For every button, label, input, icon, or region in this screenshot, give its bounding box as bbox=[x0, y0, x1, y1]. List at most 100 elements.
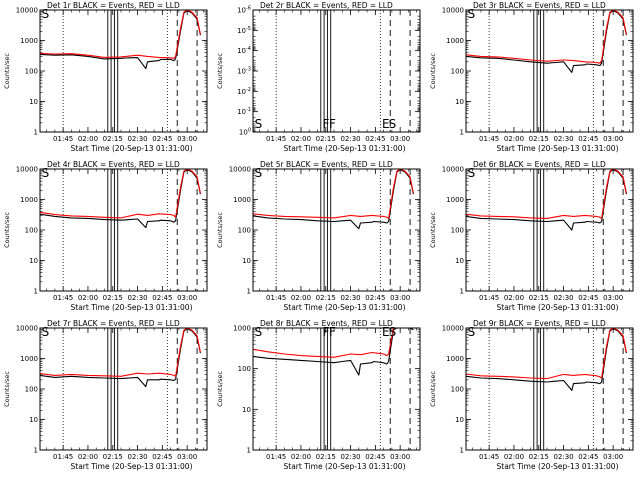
series-line-events bbox=[39, 169, 201, 229]
flag-letter: S bbox=[255, 166, 263, 180]
x-tick-label: 02:45 bbox=[578, 453, 598, 461]
x-tick-label: 02:30 bbox=[340, 135, 360, 143]
x-tick-label: 01:45 bbox=[479, 294, 499, 302]
y-tick-label: 100 bbox=[239, 128, 251, 137]
x-tick-label: 02:30 bbox=[553, 135, 573, 143]
y-tick-label: 10 bbox=[455, 257, 464, 265]
y-tick-label: 1 bbox=[247, 447, 251, 455]
y-axis-label: Counts/sec bbox=[216, 371, 224, 407]
x-tick-label: 01:45 bbox=[266, 453, 286, 461]
x-tick-label: 02:00 bbox=[291, 453, 311, 461]
y-tick-label: 1 bbox=[34, 288, 38, 296]
y-tick-label: 10 bbox=[455, 416, 464, 424]
y-tick-label: 100 bbox=[451, 386, 464, 394]
panel-title: Det 5r BLACK = Events, RED = LLD bbox=[260, 160, 393, 169]
plot-frame bbox=[39, 327, 208, 451]
flag-letter: S bbox=[468, 166, 476, 180]
plot-frame bbox=[39, 168, 208, 292]
x-tick-label: 02:45 bbox=[152, 453, 172, 461]
x-tick-label: 02:15 bbox=[316, 135, 336, 143]
chart-panel-2: Det 2r BLACK = Events, RED = LLD Counts/s… bbox=[216, 1, 421, 153]
y-tick-label: 1000 bbox=[20, 355, 38, 363]
y-tick-label: 10 bbox=[29, 257, 38, 265]
x-axis-label: Start Time (20-Sep-13 01:31:00) bbox=[284, 462, 406, 471]
x-tick-label: 02:15 bbox=[529, 294, 549, 302]
plot-frame bbox=[465, 327, 634, 451]
flag-letter: S bbox=[255, 325, 263, 339]
y-tick-label: 1 bbox=[34, 447, 38, 455]
panel-title: Det 1r BLACK = Events, RED = LLD bbox=[47, 1, 180, 10]
x-tick-label: 02:45 bbox=[365, 135, 385, 143]
y-tick-label: 1000 bbox=[20, 196, 38, 204]
y-tick-label: 100 bbox=[238, 365, 251, 373]
y-tick-label: 100 bbox=[25, 68, 38, 76]
y-axis-label: Counts/sec bbox=[429, 53, 437, 89]
x-axis-label: Start Time (20-Sep-13 01:31:00) bbox=[284, 303, 406, 312]
x-tick-label: 02:45 bbox=[578, 294, 598, 302]
flag-letter: F bbox=[322, 117, 329, 131]
y-tick-label: 10 bbox=[29, 98, 38, 106]
series-line-events bbox=[465, 10, 627, 73]
flag-letter: S bbox=[42, 7, 50, 21]
y-tick-label: 1000 bbox=[233, 196, 251, 204]
x-tick-label: 02:15 bbox=[316, 453, 336, 461]
x-tick-label: 02:15 bbox=[103, 453, 123, 461]
y-tick-label: 10-3 bbox=[237, 67, 251, 76]
x-tick-label: 02:30 bbox=[340, 453, 360, 461]
x-tick-label: 02:00 bbox=[78, 135, 98, 143]
chart-panel-3: Det 3r BLACK = Events, RED = LLD Counts/s… bbox=[429, 1, 634, 153]
x-tick-label: 02:45 bbox=[152, 294, 172, 302]
panel-title: Det 6r BLACK = Events, RED = LLD bbox=[473, 160, 606, 169]
x-tick-label: 02:30 bbox=[553, 294, 573, 302]
plot-frame bbox=[252, 9, 421, 133]
x-axis-label: Start Time (20-Sep-13 01:31:00) bbox=[497, 144, 619, 153]
x-tick-label: 02:15 bbox=[103, 294, 123, 302]
y-axis-label: Counts/sec bbox=[429, 371, 437, 407]
series-line-events bbox=[252, 169, 414, 230]
y-tick-label: 1 bbox=[460, 447, 464, 455]
y-axis-label: Counts/sec bbox=[3, 53, 11, 89]
y-tick-label: 10 bbox=[455, 98, 464, 106]
series-line-events bbox=[465, 328, 627, 391]
x-axis-label: Start Time (20-Sep-13 01:31:00) bbox=[71, 303, 193, 312]
plot-frame bbox=[39, 9, 208, 133]
panel-title: Det 2r BLACK = Events, RED = LLD bbox=[260, 1, 393, 10]
series-line-lld bbox=[465, 327, 627, 380]
chart-panel-4: Det 4r BLACK = Events, RED = LLD Counts/s… bbox=[3, 160, 208, 312]
y-tick-label: 10-4 bbox=[237, 46, 251, 55]
chart-panel-7: Det 7r BLACK = Events, RED = LLD Counts/s… bbox=[3, 319, 208, 471]
y-axis-label: Counts/sec bbox=[216, 53, 224, 89]
x-tick-label: 02:15 bbox=[529, 453, 549, 461]
y-tick-label: 10000 bbox=[442, 325, 464, 333]
y-tick-label: 1000 bbox=[20, 37, 38, 45]
x-tick-label: 02:00 bbox=[504, 135, 524, 143]
x-tick-label: 03:00 bbox=[177, 135, 197, 143]
y-tick-label: 10000 bbox=[442, 166, 464, 174]
x-tick-label: 01:45 bbox=[479, 135, 499, 143]
x-tick-label: 03:00 bbox=[603, 135, 623, 143]
y-tick-label: 1000 bbox=[446, 355, 464, 363]
plot-frame bbox=[252, 327, 421, 451]
y-tick-label: 10 bbox=[242, 257, 251, 265]
y-tick-label: 10-5 bbox=[237, 26, 251, 35]
chart-panel-8: Det 8r BLACK = Events, RED = LLD Counts/s… bbox=[216, 319, 421, 471]
series-line-lld bbox=[39, 168, 201, 219]
y-tick-label: 100 bbox=[451, 68, 464, 76]
y-axis-label: Counts/sec bbox=[429, 212, 437, 248]
x-tick-label: 02:00 bbox=[504, 453, 524, 461]
series-line-lld bbox=[39, 9, 201, 59]
y-tick-label: 100 bbox=[451, 227, 464, 235]
series-line-events bbox=[39, 328, 201, 388]
x-tick-label: 02:15 bbox=[316, 294, 336, 302]
x-tick-label: 01:45 bbox=[53, 135, 73, 143]
y-tick-label: 10000 bbox=[16, 7, 38, 15]
x-axis-label: Start Time (20-Sep-13 01:31:00) bbox=[497, 462, 619, 471]
x-tick-label: 03:00 bbox=[390, 453, 410, 461]
y-tick-label: 10000 bbox=[229, 166, 251, 174]
flag-letter: S bbox=[468, 7, 476, 21]
x-tick-label: 03:00 bbox=[603, 294, 623, 302]
y-tick-label: 1 bbox=[460, 288, 464, 296]
chart-panel-6: Det 6r BLACK = Events, RED = LLD Counts/s… bbox=[429, 160, 634, 312]
plot-frame bbox=[465, 168, 634, 292]
y-tick-label: 10000 bbox=[16, 166, 38, 174]
